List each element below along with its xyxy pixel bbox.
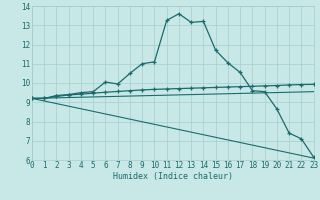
X-axis label: Humidex (Indice chaleur): Humidex (Indice chaleur) bbox=[113, 172, 233, 181]
